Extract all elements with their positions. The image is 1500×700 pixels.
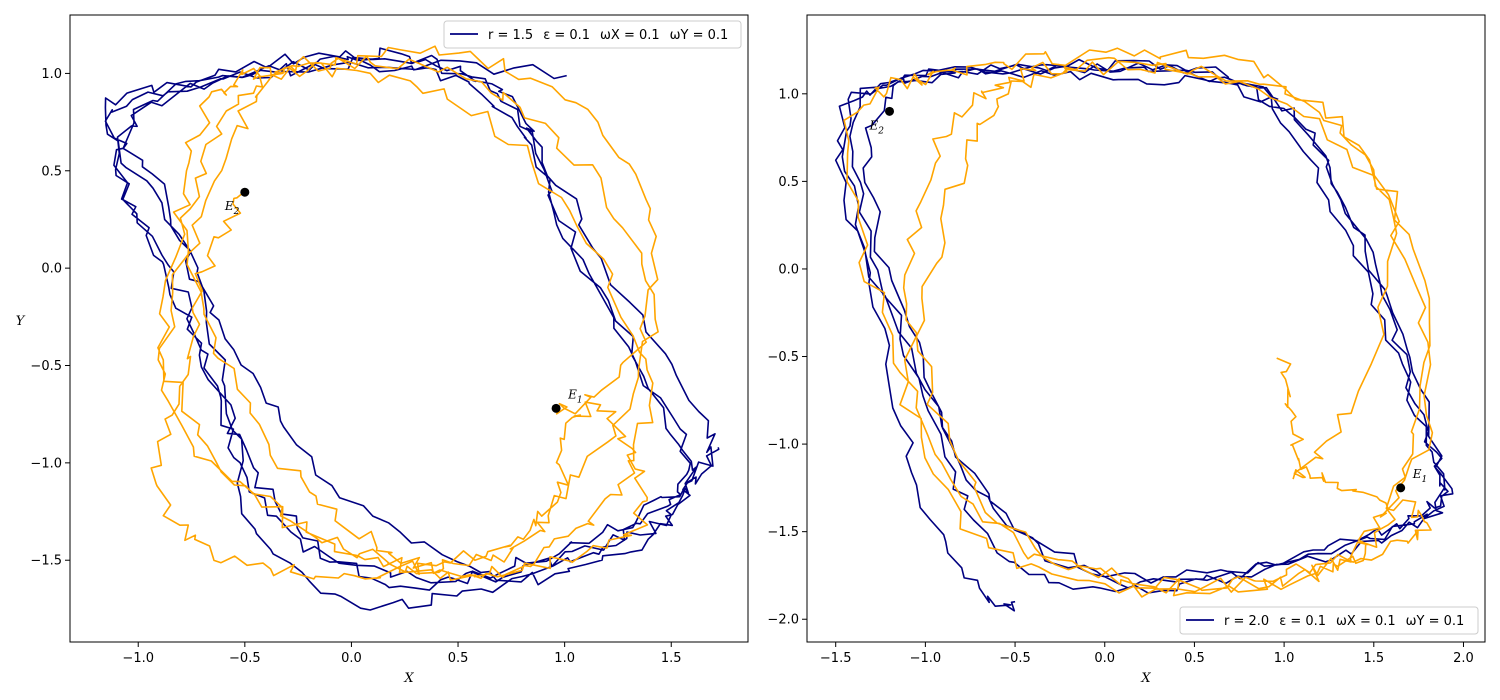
x-tick-label: −1.0	[122, 651, 154, 666]
left-legend-r: r = 1.5	[488, 28, 533, 43]
y-tick-label: 1.0	[778, 87, 799, 102]
right-legend-eps: ε = 0.1	[1279, 614, 1326, 629]
right-plot-frame	[806, 14, 1486, 643]
equilibrium-label-e1: E1	[567, 387, 583, 405]
equilibrium-point-e2	[885, 106, 895, 116]
y-tick-label: −1.5	[767, 525, 799, 540]
right-chart: −1.5 −1.0 −0.5 0.0 0.5 1.0 1.5 2.0 −2.0 −1.5 −1.0 −…	[767, 14, 1486, 686]
left-equilibria: E1 E2	[224, 187, 583, 413]
trajectory-orange-right	[843, 47, 1434, 598]
x-tick-label: 2.0	[1453, 651, 1474, 666]
x-tick-label: 0.5	[1184, 651, 1205, 666]
x-tick-label: 1.5	[1363, 651, 1384, 666]
y-tick-label: −0.5	[30, 359, 62, 374]
right-ticks: −1.5 −1.0 −0.5 0.0 0.5 1.0 1.5 2.0 −2.0 −1.5 −1.0 −…	[767, 87, 1473, 666]
trajectory-navy-left	[104, 47, 720, 611]
equilibrium-point-e1	[551, 403, 561, 413]
right-legend-r: r = 2.0	[1224, 614, 1269, 629]
equilibrium-label-e2: E2	[224, 199, 240, 217]
y-tick-label: −2.0	[767, 613, 799, 628]
left-series-layer	[104, 45, 720, 611]
x-tick-label: −0.5	[999, 651, 1031, 666]
x-tick-label: 0.0	[341, 651, 362, 666]
y-tick-label: −1.0	[30, 456, 62, 471]
equilibrium-point-e2	[240, 187, 250, 197]
trajectory-orange-left	[150, 45, 659, 582]
left-ticks: −1.0 −0.5 0.0 0.5 1.0 1.5 −1.5 −1.0 −0.5 0.0 0.5 1.…	[30, 67, 681, 666]
trajectory-navy-right	[834, 58, 1454, 612]
left-legend: r = 1.5 ε = 0.1 ωX = 0.1 ωY = 0.1	[443, 20, 742, 49]
right-series-layer	[834, 47, 1454, 612]
equilibrium-point-e1	[1396, 483, 1406, 493]
left-legend-eps: ε = 0.1	[543, 28, 590, 43]
left-plot-frame	[69, 14, 749, 643]
y-tick-label: −1.5	[30, 554, 62, 569]
y-tick-label: 0.5	[41, 164, 62, 179]
right-legend-wy: ωY = 0.1	[1406, 614, 1465, 629]
right-equilibria: E2 E1	[869, 106, 1428, 493]
left-chart: −1.0 −0.5 0.0 0.5 1.0 1.5 −1.5 −1.0 −0.5 0.0 0.5 1.…	[16, 14, 749, 686]
y-tick-label: 0.0	[41, 262, 62, 277]
x-tick-label: −1.0	[910, 651, 942, 666]
y-tick-label: −0.5	[767, 350, 799, 365]
y-tick-label: −1.0	[767, 438, 799, 453]
right-legend-box	[1179, 606, 1479, 635]
y-tick-label: 0.0	[778, 262, 799, 277]
x-tick-label: −1.5	[820, 651, 852, 666]
x-tick-label: 0.5	[448, 651, 469, 666]
left-y-axis-label: Y	[16, 314, 26, 329]
right-legend: r = 2.0 ε = 0.1 ωX = 0.1 ωY = 0.1	[1179, 606, 1479, 635]
left-legend-box	[443, 20, 742, 49]
x-tick-label: −0.5	[229, 651, 261, 666]
y-tick-label: 1.0	[41, 67, 62, 82]
x-tick-label: 1.0	[554, 651, 575, 666]
x-tick-label: 0.0	[1094, 651, 1115, 666]
right-x-axis-label: X	[1140, 671, 1151, 686]
equilibrium-label-e2: E2	[869, 118, 885, 136]
right-legend-label: r = 2.0 ε = 0.1 ωX = 0.1 ωY = 0.1	[1224, 614, 1464, 629]
x-tick-label: 1.5	[661, 651, 682, 666]
left-legend-wx: ωX = 0.1	[600, 28, 660, 43]
y-tick-label: 0.5	[778, 175, 799, 190]
left-x-axis-label: X	[403, 671, 414, 686]
right-legend-wx: ωX = 0.1	[1336, 614, 1396, 629]
left-legend-wy: ωY = 0.1	[670, 28, 729, 43]
x-tick-label: 1.0	[1274, 651, 1295, 666]
left-legend-label: r = 1.5 ε = 0.1 ωX = 0.1 ωY = 0.1	[488, 28, 728, 43]
equilibrium-label-e1: E1	[1412, 467, 1428, 485]
